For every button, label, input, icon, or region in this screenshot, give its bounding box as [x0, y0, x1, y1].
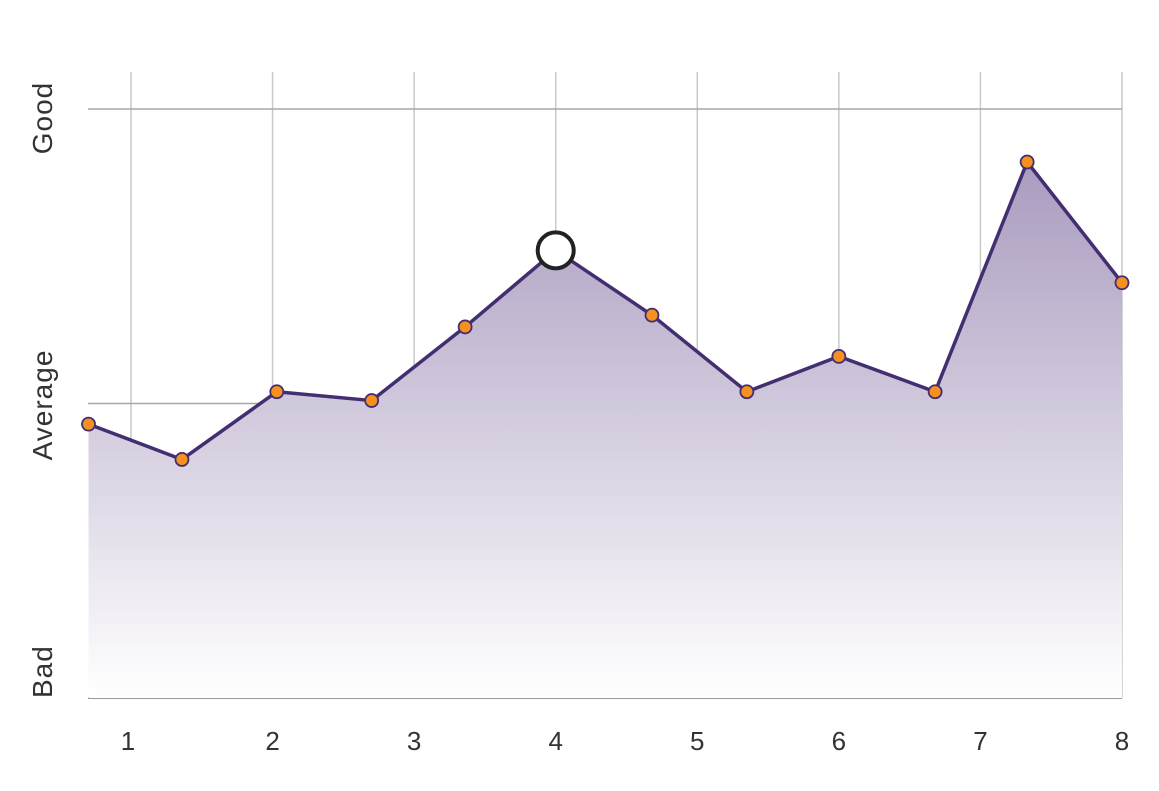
x-tick-label: 8 — [1115, 726, 1129, 756]
data-point[interactable] — [1114, 275, 1130, 291]
data-point[interactable] — [831, 348, 847, 364]
series-line — [86, 160, 1124, 462]
data-point[interactable] — [644, 307, 660, 323]
area-fill — [88, 162, 1123, 698]
x-tick-label: 5 — [690, 726, 704, 756]
data-point[interactable] — [1019, 154, 1035, 170]
y-label-good: Good — [27, 82, 58, 155]
x-tick-label: 6 — [832, 726, 846, 756]
data-point[interactable] — [927, 384, 943, 400]
data-point[interactable] — [364, 393, 380, 408]
data-point[interactable] — [81, 416, 96, 432]
x-tick-label: 1 — [121, 726, 135, 756]
x-tick-label: 2 — [265, 726, 279, 756]
data-point[interactable] — [269, 384, 285, 400]
data-point[interactable] — [739, 384, 755, 400]
data-points — [81, 154, 1130, 467]
x-tick-label: 4 — [548, 726, 562, 756]
data-point[interactable] — [457, 319, 473, 335]
x-tick-label: 7 — [973, 726, 987, 756]
axis-labels: 1 2 3 4 5 6 7 8 Bad Average Good — [27, 82, 1129, 756]
data-point[interactable] — [174, 452, 190, 467]
data-point-highlight[interactable] — [535, 230, 576, 271]
x-tick-label: 3 — [407, 726, 421, 756]
series-line-rating — [86, 160, 1124, 462]
y-label-average: Average — [27, 350, 58, 461]
y-label-bad: Bad — [27, 645, 58, 698]
area-fill-path — [88, 162, 1123, 698]
